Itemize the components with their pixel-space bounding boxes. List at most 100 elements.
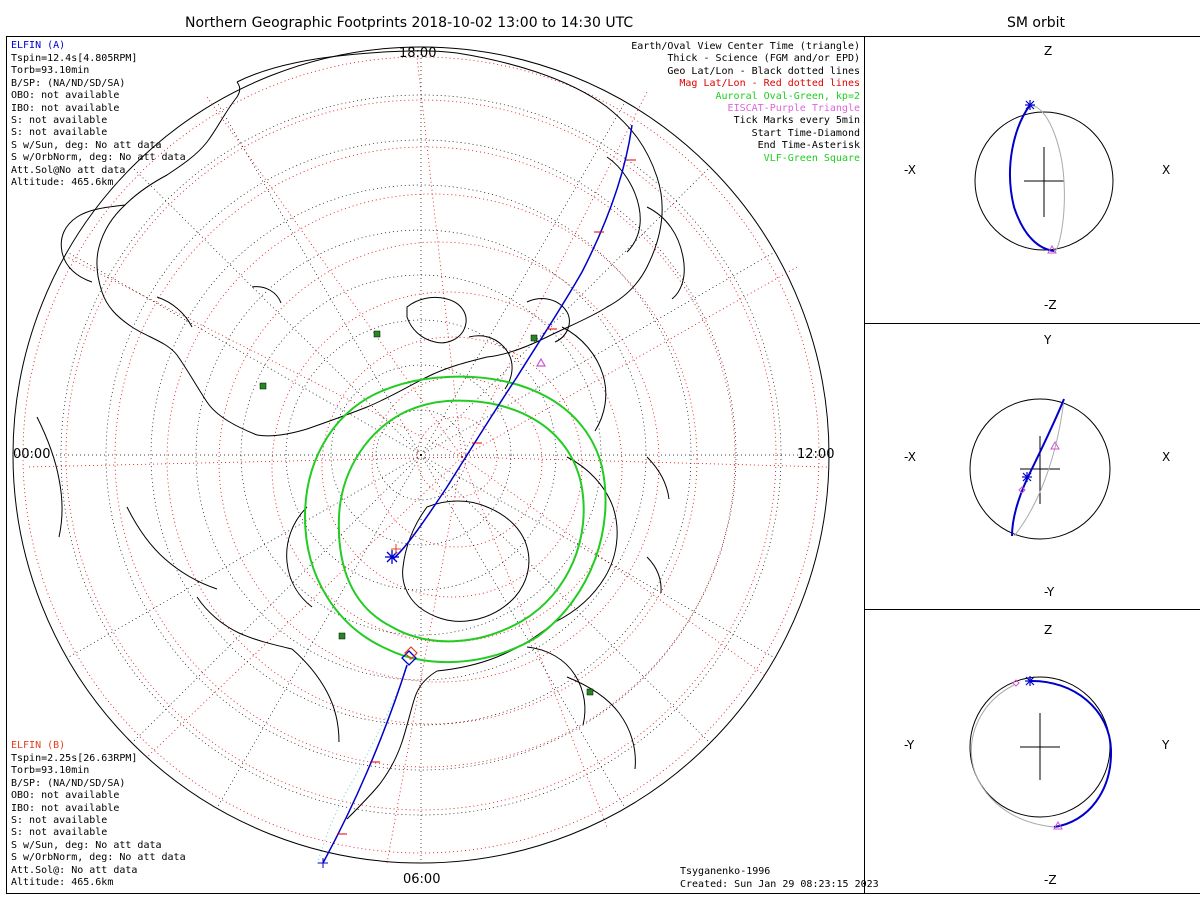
elfin-b-lines: Tspin=2.25s[26.63RPM] Torb=93.10min B/SP: … [11, 753, 186, 889]
sm3-bottom: -Z [1044, 873, 1057, 887]
footprint-map-pane: 18:00 00:00 12:00 06:00 ELFIN (A) Tspin=… [6, 36, 879, 894]
info-line: Att.Sol@No att data [11, 164, 126, 176]
sm1-bottom: -Z [1044, 298, 1057, 312]
elfin-a-track [392, 124, 633, 560]
sm2-left: -X [904, 450, 916, 464]
sm3-left: -Y [904, 738, 915, 752]
model-label: Tsyganenko-1996 [680, 866, 771, 877]
sm-triangle [1050, 440, 1060, 450]
info-line: OBO: not available [11, 790, 120, 802]
legend-entry: End Time-Asterisk [757, 140, 860, 152]
elfin-b-name: ELFIN (B) [11, 740, 66, 751]
elfin-a-name: ELFIN (A) [11, 40, 66, 51]
legend-entry: Geo Lat/Lon - Black dotted lines [667, 65, 860, 77]
sm-diamond [1018, 486, 1026, 494]
footprint-map [12, 46, 830, 868]
info-line: Altitude: 465.6km [11, 177, 114, 189]
elfin-a-track-south [322, 664, 408, 864]
info-line: S: not available [11, 815, 108, 827]
eiscat-triangle [535, 357, 547, 367]
sm-yz-plot [969, 676, 1113, 830]
legend-entry: Thick - Science (FGM and/or EPD) [667, 53, 860, 65]
tick-marks [337, 159, 636, 835]
coastlines [36, 50, 685, 820]
sm2-right: X [1162, 450, 1171, 464]
legend-entry: VLF-Green Square [763, 152, 860, 164]
sm-asterisk [1025, 676, 1035, 686]
info-line: S: not available [11, 115, 108, 127]
legend-entry: Auroral Oval-Green, kp=2 [715, 90, 861, 102]
sm-triangle [1053, 820, 1063, 830]
vlf-square [586, 688, 594, 696]
sm1-right: X [1162, 163, 1171, 177]
globe-limb [12, 46, 830, 864]
sm-asterisk [1022, 472, 1032, 482]
info-line: IBO: not available [11, 802, 120, 814]
info-line: S w/Sun, deg: No att data [11, 839, 162, 851]
orbit-front [1008, 104, 1055, 252]
elfin-a-info: ELFIN (A) Tspin=12.4s[4.805RPM] Torb=93.1… [11, 41, 186, 189]
track-end-marker [318, 858, 328, 868]
legend: Earth/Oval View Center Time (triangle) Th… [631, 41, 860, 165]
vlf-square [530, 334, 538, 342]
sm3-top: Z [1044, 623, 1053, 637]
map-label-06: 06:00 [403, 872, 441, 887]
info-line: S w/OrbNorm, deg: No att data [11, 152, 186, 164]
info-line: B/SP: (NA/ND/SD/SA) [11, 777, 126, 789]
info-line: Torb=93.10min [11, 765, 90, 777]
orbit-back [970, 684, 1055, 828]
orbit-front [1029, 679, 1113, 828]
vlf-square [338, 632, 346, 640]
vlf-stations [259, 330, 594, 696]
end-asterisk-b [391, 544, 401, 554]
vlf-square [259, 382, 267, 390]
sm-panel-xz: Z -Z -X X [864, 36, 1200, 324]
sm2-top: Y [1044, 333, 1052, 347]
map-label-18: 18:00 [399, 46, 437, 61]
sm-panel-xy: Y -Y -X X [864, 323, 1200, 610]
orbit-back [1013, 398, 1065, 537]
map-label-00: 00:00 [13, 447, 51, 462]
info-line: S: not available [11, 827, 108, 839]
sm-triangle [1047, 244, 1057, 254]
sm-panel-yz: Z -Z -Y Y [864, 609, 1200, 894]
earth-circle [969, 398, 1111, 540]
info-line: Torb=93.10min [11, 65, 90, 77]
map-label-12: 12:00 [797, 447, 835, 462]
start-diamond-b [404, 646, 418, 660]
elfin-b-info: ELFIN (B) Tspin=2.25s[26.63RPM] Torb=93.1… [11, 741, 186, 889]
info-line: Tspin=2.25s[26.63RPM] [11, 753, 138, 764]
sm-asterisk [1025, 100, 1035, 110]
legend-entry: Earth/Oval View Center Time (triangle) [631, 41, 860, 52]
legend-entry: Tick Marks every 5min [733, 115, 860, 127]
info-line: Altitude: 465.6km [11, 877, 114, 889]
sm-xz-plot [974, 100, 1114, 254]
mag-longitude-grid [26, 56, 828, 864]
earth-circle [974, 111, 1114, 251]
created-label: Created: Sun Jan 29 08:23:15 2023 [680, 879, 879, 890]
sm1-top: Z [1044, 44, 1053, 58]
sm-xy-plot [969, 398, 1111, 540]
legend-entry: EISCAT-Purple Triangle [727, 103, 860, 115]
end-asterisk [385, 550, 399, 564]
sm3-right: Y [1162, 738, 1170, 752]
mag-latitude-grid [22, 56, 820, 854]
info-line: OBO: not available [11, 90, 120, 102]
elfin-b-track [316, 658, 411, 866]
info-line: S: not available [11, 127, 108, 139]
sm-orbit-title: SM orbit [1007, 15, 1066, 31]
vlf-square [373, 330, 381, 338]
orbit-back [1029, 104, 1065, 254]
orbit-front [1011, 398, 1065, 537]
sm2-bottom: -Y [1044, 585, 1055, 599]
legend-entry: Mag Lat/Lon - Red dotted lines [679, 78, 860, 90]
info-line: S w/Sun, deg: No att data [11, 139, 162, 151]
info-line: Tspin=12.4s[4.805RPM] [11, 53, 138, 64]
sm1-left: -X [904, 163, 916, 177]
sm-diamond [1012, 679, 1020, 687]
elfin-a-lines: Tspin=12.4s[4.805RPM] Torb=93.10min B/SP: … [11, 53, 186, 189]
info-line: IBO: not available [11, 102, 120, 114]
legend-entry: Start Time-Diamond [751, 127, 860, 139]
info-line: B/SP: (NA/ND/SD/SA) [11, 77, 126, 89]
info-line: S w/OrbNorm, deg: No att data [11, 852, 186, 864]
